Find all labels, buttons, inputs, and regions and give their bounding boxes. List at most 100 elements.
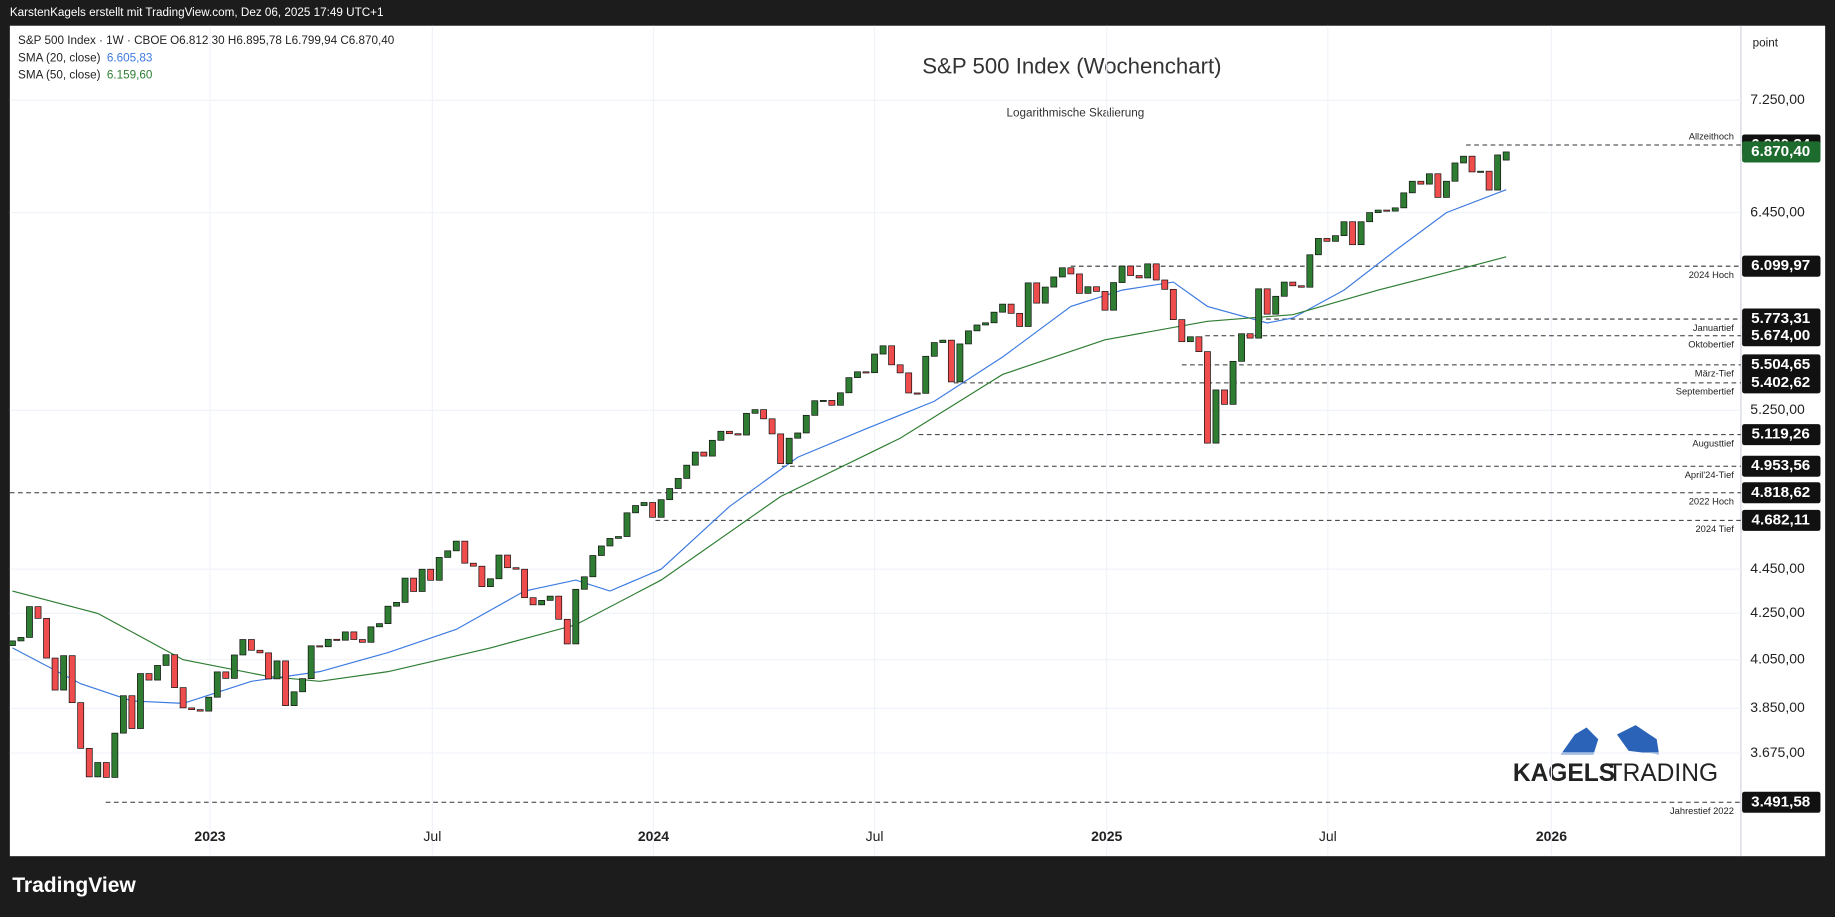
candle-body <box>469 562 477 567</box>
last-price-box <box>1742 141 1821 163</box>
candle-body <box>1502 151 1510 161</box>
candle-body <box>819 400 827 402</box>
symbol: S&P 500 Index · 1W · CBOE <box>18 34 167 47</box>
legend-name: SMA (20, close) <box>18 52 101 65</box>
candle-body <box>444 550 452 558</box>
candle-body <box>43 618 50 659</box>
candle-body <box>299 678 307 693</box>
candle-body <box>760 409 767 420</box>
candle-body <box>862 371 870 374</box>
candle-body <box>632 505 639 514</box>
price-label: 4.818,62 <box>1751 484 1810 501</box>
candle-body <box>1349 221 1356 246</box>
candle-body <box>9 640 16 646</box>
candle-body <box>657 499 665 518</box>
level-name: April'24-Tief <box>1685 470 1735 480</box>
legend-name: SMA (50, close) <box>18 69 101 82</box>
candle-body <box>162 654 170 666</box>
level-name: 2024 Hoch <box>1689 270 1734 280</box>
candle-body <box>102 762 110 778</box>
price-label: 6.099,97 <box>1751 257 1810 274</box>
level-name: Augusttief <box>1692 438 1734 448</box>
candle-body <box>683 464 691 479</box>
price-label: 5.504,65 <box>1751 356 1811 373</box>
candle-body <box>248 639 255 651</box>
candle-body <box>213 671 221 698</box>
sma-line <box>12 256 1507 682</box>
candle-body <box>196 709 204 712</box>
candle-body <box>700 451 708 457</box>
candle-body <box>785 437 793 464</box>
candle-body <box>1460 155 1467 164</box>
footer-brand: TradingView <box>12 874 136 897</box>
last-price-label: 6.870,40 <box>1751 143 1810 160</box>
logo: KAGELS TRADING <box>1513 725 1718 787</box>
candle-body <box>1357 221 1365 246</box>
candle-body <box>376 623 383 628</box>
candle-body <box>691 451 699 466</box>
candle-body <box>1272 295 1280 315</box>
y-tick-label: 3.850,00 <box>1750 699 1805 715</box>
price-label: 5.119,26 <box>1752 426 1810 443</box>
candle-body <box>145 673 153 681</box>
y-tick-label: 4.250,00 <box>1750 604 1805 620</box>
candle-body <box>1408 180 1416 194</box>
price-box <box>1742 354 1821 376</box>
candle-body <box>512 567 520 570</box>
candle-body <box>154 665 161 681</box>
candle-body <box>1340 221 1348 237</box>
candle-body <box>205 696 213 712</box>
price-box <box>1742 455 1821 477</box>
candle-body <box>495 554 503 580</box>
price-label: 5.773,31 <box>1751 310 1811 327</box>
candle-body <box>1041 286 1049 304</box>
candle-body <box>1212 389 1220 444</box>
candle-body <box>504 554 511 569</box>
legend-value: 6.605,83 <box>107 52 153 65</box>
price-box <box>1742 308 1821 330</box>
candle-body <box>26 606 33 638</box>
price-label: 5.402,62 <box>1751 374 1810 391</box>
candle-body <box>273 660 281 680</box>
candle-body <box>265 652 272 680</box>
candle-body <box>649 502 656 518</box>
logo-text: KAGELS <box>1513 760 1615 787</box>
candle-body <box>435 557 443 581</box>
candle-body <box>179 687 187 709</box>
candle-body <box>1195 336 1203 352</box>
candle-body <box>743 412 750 436</box>
candle-body <box>1058 267 1066 278</box>
y-tick-label: 7.250,00 <box>1750 91 1805 107</box>
candle-body <box>674 478 682 489</box>
candle-body <box>1067 267 1075 275</box>
price-box <box>1742 482 1821 504</box>
candle-body <box>939 339 947 343</box>
candle-body <box>1255 288 1263 339</box>
price-label: 3.491,58 <box>1751 793 1810 810</box>
candle-body <box>1238 333 1245 362</box>
candle-body <box>239 639 247 656</box>
price-box <box>1742 791 1821 813</box>
credit: KarstenKagels erstellt mit TradingView.c… <box>10 6 384 19</box>
candle-body <box>427 568 435 581</box>
candle-body <box>999 303 1006 313</box>
candle-body <box>17 637 25 642</box>
candle-body <box>452 540 460 552</box>
candle-body <box>171 654 178 688</box>
candle-body <box>973 324 981 332</box>
x-tick-label: 2023 <box>194 828 225 844</box>
candle-body <box>1169 288 1177 320</box>
candle-body <box>1468 155 1476 173</box>
candle-body <box>845 377 853 394</box>
price-box <box>1742 325 1821 347</box>
candle-body <box>384 605 392 624</box>
candle-body <box>188 707 196 710</box>
candle-body <box>965 330 972 345</box>
candle-body <box>401 577 409 603</box>
candle-body <box>77 702 85 749</box>
candle-body <box>1417 180 1425 185</box>
candle-body <box>589 555 597 578</box>
candle-body <box>1289 281 1297 287</box>
candle-body <box>1494 154 1502 191</box>
candle-body <box>119 695 127 734</box>
